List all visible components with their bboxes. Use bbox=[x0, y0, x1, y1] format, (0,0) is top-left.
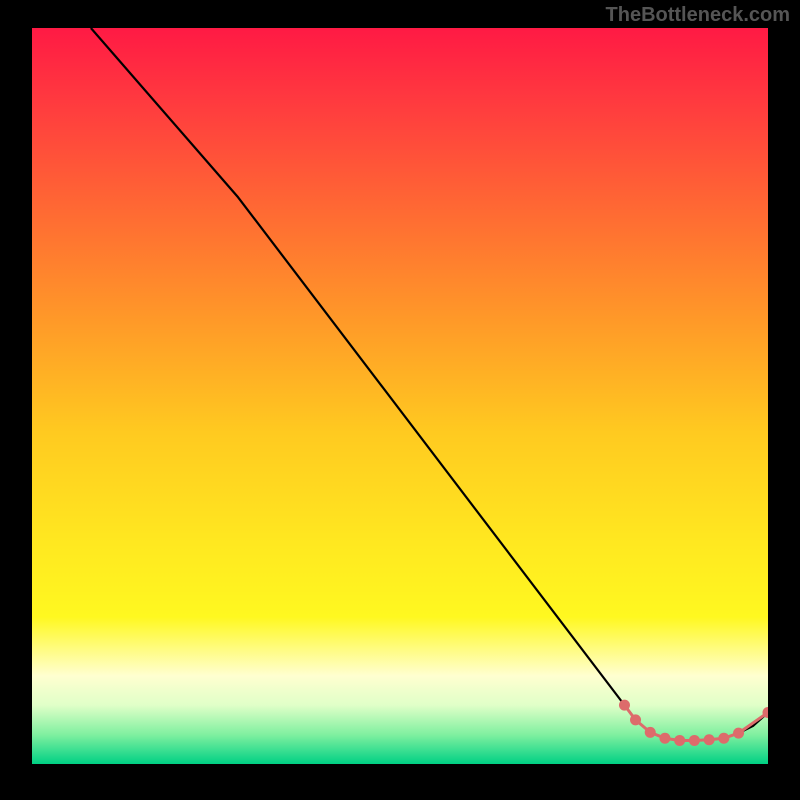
chart-marker bbox=[674, 735, 685, 746]
watermark-text: TheBottleneck.com bbox=[606, 4, 790, 27]
chart-marker bbox=[645, 727, 656, 738]
chart-marker bbox=[630, 714, 641, 725]
chart-marker bbox=[733, 728, 744, 739]
chart-svg-overlay bbox=[32, 28, 768, 764]
chart-marker bbox=[718, 733, 729, 744]
chart-plot-area bbox=[32, 28, 768, 764]
chart-marker bbox=[619, 700, 630, 711]
chart-markers bbox=[619, 700, 768, 746]
chart-marker bbox=[689, 735, 700, 746]
chart-main-line bbox=[91, 28, 768, 740]
chart-marker bbox=[659, 733, 670, 744]
chart-marker bbox=[704, 734, 715, 745]
